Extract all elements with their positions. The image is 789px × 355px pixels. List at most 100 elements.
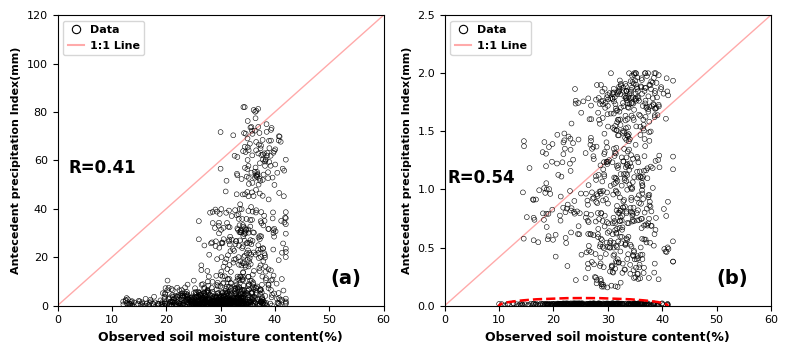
Point: [242, 226, 255, 232]
Point: [634, 300, 646, 306]
Point: [167, 302, 180, 307]
Point: [634, 275, 646, 281]
Point: [618, 94, 630, 99]
Point: [565, 302, 578, 308]
Point: [611, 127, 623, 133]
Point: [643, 82, 656, 88]
Point: [259, 264, 271, 269]
Point: [615, 171, 627, 177]
Point: [622, 133, 634, 138]
Point: [198, 290, 211, 296]
Point: [245, 278, 258, 284]
Point: [608, 175, 621, 180]
Point: [598, 171, 611, 177]
Point: [240, 216, 252, 222]
Point: [571, 301, 584, 306]
Point: [275, 218, 287, 224]
Point: [576, 300, 589, 306]
Point: [245, 217, 258, 223]
Point: [638, 270, 650, 276]
Point: [239, 230, 252, 236]
Point: [636, 77, 649, 83]
Point: [605, 283, 618, 289]
Point: [566, 302, 578, 308]
Point: [202, 295, 215, 301]
Point: [599, 105, 611, 111]
Point: [651, 112, 664, 118]
Point: [541, 236, 554, 242]
Point: [559, 302, 571, 308]
Point: [211, 283, 224, 289]
Point: [641, 73, 653, 79]
Point: [221, 299, 234, 305]
Point: [549, 302, 562, 308]
Point: [594, 241, 607, 247]
Point: [567, 302, 580, 308]
Point: [631, 169, 644, 175]
Point: [264, 287, 277, 293]
Point: [248, 298, 260, 304]
Point: [185, 295, 197, 300]
Point: [637, 103, 649, 109]
Point: [232, 300, 245, 305]
Point: [603, 301, 615, 307]
Point: [590, 177, 603, 183]
Point: [217, 302, 230, 307]
Point: [173, 300, 185, 306]
Point: [236, 287, 249, 293]
Point: [540, 302, 553, 307]
Point: [596, 102, 609, 107]
Point: [611, 260, 623, 266]
Point: [647, 102, 660, 108]
Point: [175, 302, 188, 308]
Point: [559, 302, 571, 307]
Point: [151, 301, 164, 307]
Point: [619, 240, 632, 246]
Point: [554, 302, 567, 308]
Point: [621, 256, 634, 262]
Point: [234, 274, 247, 280]
Point: [624, 160, 637, 166]
Point: [596, 302, 609, 308]
Point: [602, 301, 615, 307]
Point: [570, 301, 582, 307]
Point: [151, 302, 164, 308]
Point: [223, 302, 236, 308]
Point: [564, 136, 577, 142]
Point: [219, 189, 232, 194]
Point: [210, 294, 222, 300]
Point: [552, 301, 564, 306]
Point: [161, 288, 174, 293]
Point: [585, 302, 598, 308]
Point: [203, 300, 215, 305]
Point: [585, 146, 598, 152]
Point: [561, 302, 574, 307]
Point: [207, 220, 219, 226]
Point: [159, 301, 171, 306]
Point: [192, 302, 204, 307]
Point: [261, 150, 274, 156]
Point: [630, 84, 643, 90]
Point: [594, 191, 607, 196]
Point: [640, 105, 653, 111]
Point: [215, 272, 227, 278]
Point: [250, 147, 263, 153]
Point: [611, 163, 623, 169]
Point: [564, 168, 577, 174]
Point: [615, 218, 628, 223]
Point: [623, 167, 636, 173]
Point: [249, 301, 261, 307]
Point: [661, 245, 674, 250]
Point: [234, 297, 246, 303]
Point: [658, 246, 671, 252]
Point: [189, 302, 202, 308]
Point: [216, 302, 229, 308]
Point: [622, 163, 634, 169]
Point: [600, 94, 613, 100]
Point: [616, 225, 629, 230]
Point: [266, 175, 279, 180]
Point: [549, 302, 562, 308]
Point: [607, 92, 619, 97]
Point: [636, 301, 649, 307]
Point: [173, 288, 185, 293]
